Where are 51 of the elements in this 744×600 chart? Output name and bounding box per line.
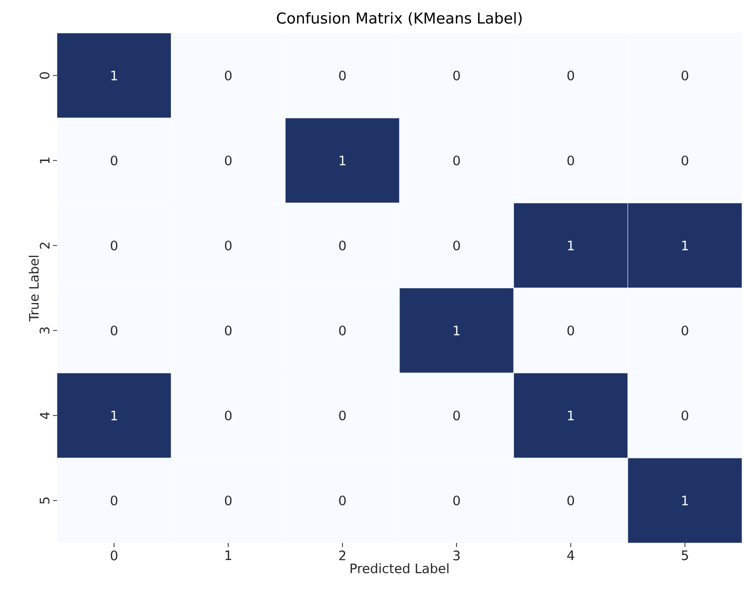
y-tick-label: 2 (40, 242, 50, 249)
data-label: 0 (110, 326, 118, 336)
data-label: 0 (453, 156, 460, 166)
data-label: 0 (110, 240, 118, 250)
data-label: 0 (453, 70, 460, 80)
data-label: 0 (339, 70, 346, 80)
data-label: 0 (567, 156, 574, 166)
x-axis-title: Predicted Label (350, 563, 448, 574)
data-label: 0 (453, 496, 460, 506)
data-label: 1 (568, 240, 574, 250)
x-tick-label: 3 (453, 550, 460, 560)
y-tick-label: 0 (40, 72, 50, 79)
data-label: 0 (453, 410, 460, 420)
data-label: 1 (111, 410, 118, 420)
data-label: 0 (567, 496, 574, 506)
data-label: 0 (682, 326, 688, 336)
data-label: 1 (454, 326, 460, 336)
data-label: 0 (453, 240, 460, 250)
data-label: 0 (224, 70, 232, 80)
y-axis-title: True Label (28, 256, 39, 322)
x-tick-label: 4 (567, 550, 574, 560)
data-label: 1 (340, 156, 346, 166)
data-label: 0 (110, 496, 118, 506)
data-label: 0 (682, 156, 688, 166)
data-label: 0 (682, 410, 688, 420)
data-label: 0 (339, 240, 346, 250)
data-label: 0 (682, 70, 688, 80)
data-label: 0 (567, 70, 574, 80)
data-label: 0 (339, 410, 346, 420)
data-label: 0 (224, 240, 232, 250)
y-tick-label: 4 (40, 412, 50, 420)
data-label: 1 (682, 496, 688, 506)
x-tick-label: 1 (226, 550, 232, 560)
x-tick-label: 5 (682, 550, 688, 560)
y-tick-label: 1 (40, 158, 50, 164)
data-label: 0 (224, 410, 232, 420)
data-label: 0 (567, 326, 574, 336)
data-label: 0 (224, 156, 232, 166)
data-label: 0 (224, 496, 232, 506)
y-tick-label: 5 (40, 498, 50, 504)
data-label: 1 (111, 70, 118, 80)
data-label: 1 (682, 240, 688, 250)
data-label: 0 (224, 326, 232, 336)
y-tick-label: 3 (40, 327, 50, 334)
data-label: 0 (110, 156, 118, 166)
data-label: 0 (339, 496, 346, 506)
x-tick-label: 0 (110, 550, 118, 560)
x-tick-label: 2 (339, 550, 346, 560)
chart-title: Confusion Matrix (KMeans Label) (276, 12, 522, 26)
data-label: 1 (568, 410, 574, 420)
data-label: 0 (339, 326, 346, 336)
